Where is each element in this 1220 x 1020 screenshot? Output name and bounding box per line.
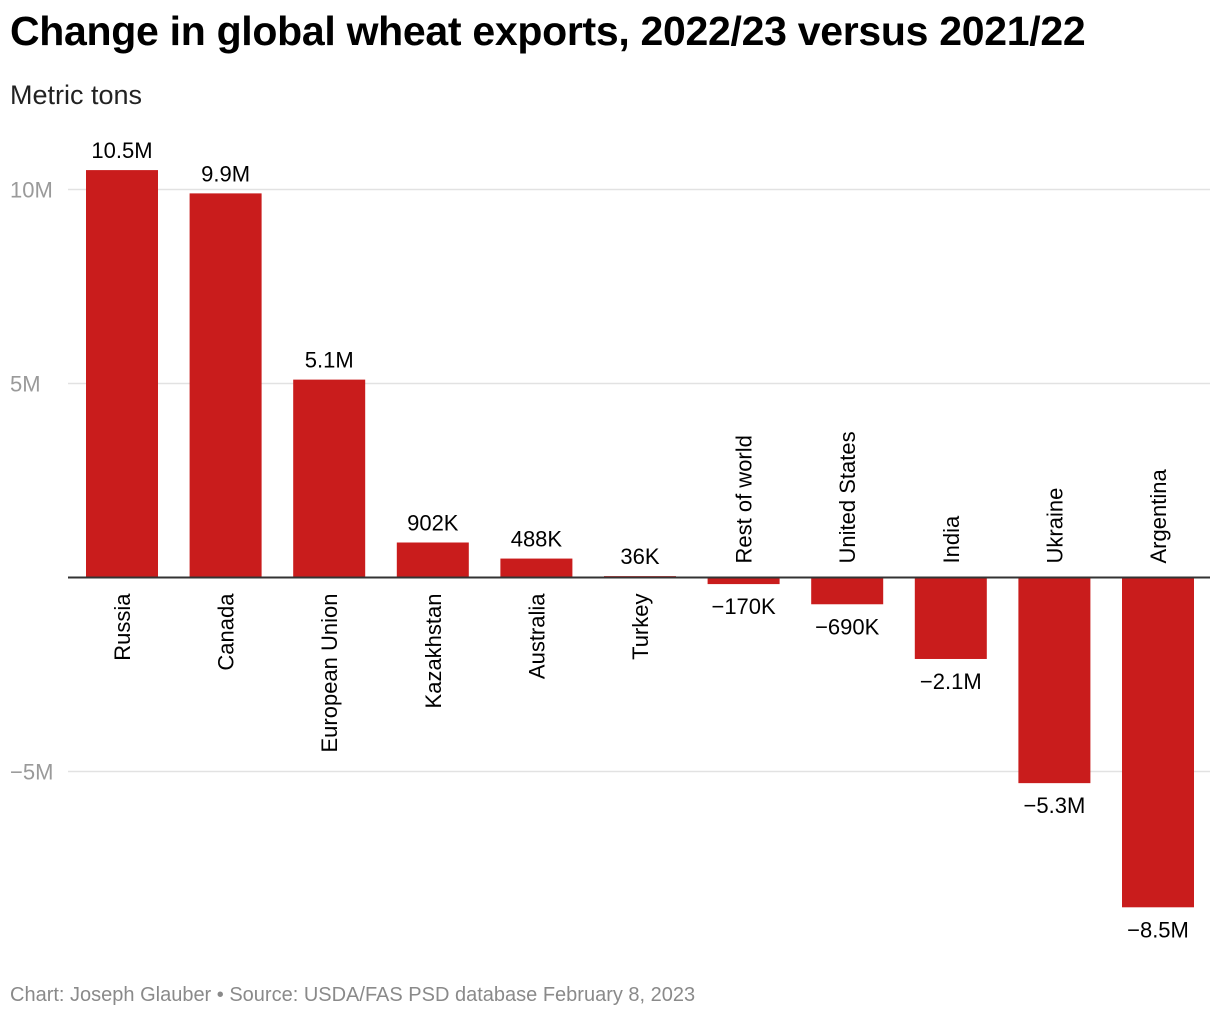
- bar: [1018, 577, 1091, 784]
- category-label: Rest of world: [732, 435, 757, 563]
- bar: [914, 577, 987, 659]
- chart-footer: Chart: Joseph Glauber • Source: USDA/FAS…: [10, 984, 696, 1006]
- data-label: 9.9M: [201, 161, 250, 186]
- data-label: 36K: [620, 544, 659, 569]
- data-label: −2.1M: [920, 669, 982, 694]
- bar: [1122, 577, 1194, 908]
- bars: [86, 170, 1194, 908]
- category-label: Turkey: [628, 594, 653, 660]
- category-label: Russia: [110, 593, 135, 661]
- y-tick-label: 10M: [10, 178, 53, 203]
- data-label: −8.5M: [1127, 917, 1189, 942]
- data-label: 488K: [511, 527, 563, 552]
- data-label: 10.5M: [91, 138, 152, 163]
- category-label: India: [939, 515, 964, 563]
- bar: [396, 542, 469, 578]
- data-label: −690K: [815, 614, 880, 639]
- data-label: 5.1M: [305, 348, 354, 373]
- category-label: Kazakhstan: [421, 594, 446, 709]
- category-label: United States: [835, 431, 860, 563]
- data-label: −170K: [711, 594, 776, 619]
- y-tick-label: −5M: [10, 760, 53, 785]
- data-label: −5.3M: [1024, 793, 1086, 818]
- chart-subtitle: Metric tons: [10, 80, 143, 110]
- bar: [189, 193, 262, 578]
- category-label: Argentina: [1146, 469, 1171, 564]
- data-label: 902K: [407, 511, 459, 536]
- bar: [86, 170, 158, 578]
- category-label: Australia: [524, 593, 549, 679]
- y-tick-label: 5M: [10, 372, 41, 397]
- category-label: European Union: [317, 594, 342, 753]
- category-label: Ukraine: [1042, 488, 1067, 564]
- bar: [811, 577, 884, 605]
- bar: [707, 577, 780, 585]
- category-label: Canada: [214, 593, 239, 671]
- chart-title: Change in global wheat exports, 2022/23 …: [10, 8, 1086, 54]
- bar: [293, 379, 366, 578]
- labels: 10.5M Russia 9.9M Canada 5.1M European Union 9…: [68, 138, 1210, 942]
- bar: [500, 558, 573, 578]
